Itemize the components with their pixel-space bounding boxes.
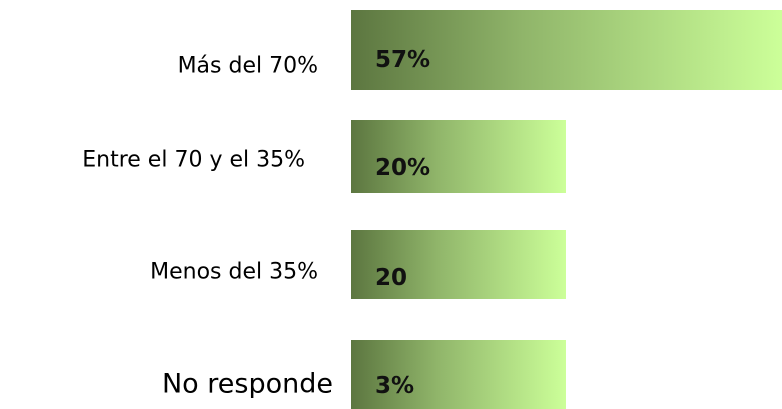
value-label: 20%: [375, 155, 431, 181]
bar: [351, 340, 566, 409]
bar: [351, 10, 782, 90]
bar: [351, 120, 566, 193]
row-label: Entre el 70 y el 35%: [82, 147, 305, 173]
row-label: Menos del 35%: [150, 259, 318, 285]
value-label: 20: [375, 265, 408, 291]
row-label: Más del 70%: [177, 53, 318, 79]
row-label: No responde: [161, 368, 333, 400]
value-label: 57%: [375, 47, 431, 73]
bar: [351, 230, 566, 299]
value-label: 3%: [375, 373, 415, 399]
